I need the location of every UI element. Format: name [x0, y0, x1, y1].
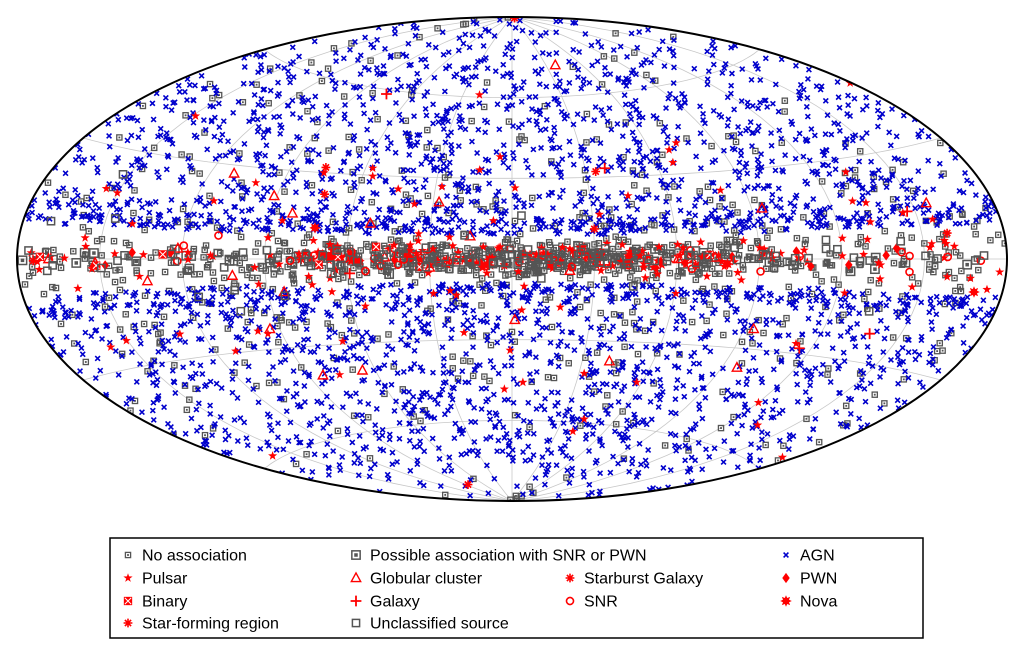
legend-frame [109, 537, 924, 639]
legend-entry: Possible association with SNR or PWN [351, 548, 647, 565]
legend-label: Galaxy [370, 594, 420, 611]
legend-label: Binary [142, 594, 187, 611]
series-agn [24, 17, 999, 499]
legend-marker-icon [124, 551, 132, 559]
legend-label: Possible association with SNR or PWN [370, 548, 647, 565]
legend-marker-icon [565, 596, 575, 606]
series-unclassified-source [24, 170, 989, 316]
legend-entry: Globular cluster [350, 571, 483, 588]
legend-label: Nova [800, 594, 837, 611]
coordinate-grid [17, 17, 1007, 501]
legend-marker-icon [350, 571, 362, 583]
parallel-line [83, 137, 941, 179]
legend-entry: Unclassified source [351, 616, 509, 633]
legend-marker-icon [780, 595, 792, 607]
legend-label: Pulsar [142, 571, 188, 588]
legend-label: Star-forming region [142, 616, 279, 633]
legend-label: Globular cluster [370, 571, 483, 588]
source-points [17, 17, 1007, 501]
legend-label: Unclassified source [370, 616, 509, 633]
legend-label: AGN [800, 548, 835, 565]
legend-label: Starburst Galaxy [584, 571, 703, 588]
series-galaxy [344, 88, 913, 354]
parallel-line [264, 49, 760, 99]
sky-map [16, 16, 1008, 502]
legend-marker-icon [123, 596, 133, 606]
legend-label: PWN [800, 571, 837, 588]
legend-entry: AGN [783, 548, 835, 565]
map-boundary [16, 16, 1008, 502]
legend-marker-icon [565, 573, 575, 583]
legend-marker-icon [123, 573, 133, 582]
series-starburst-galaxy [320, 17, 952, 489]
legend-marker-icon [783, 552, 789, 558]
legend-entry: Star-forming region [123, 616, 279, 633]
parallel-line [264, 419, 760, 469]
legend-label: No association [142, 548, 247, 565]
legend-entry: SNR [565, 594, 618, 611]
legend-entry: PWN [782, 571, 837, 588]
legend-label: SNR [584, 594, 618, 611]
legend-entry: Galaxy [350, 594, 420, 611]
legend-marker-icon [350, 595, 362, 607]
legend-entry: Starburst Galaxy [565, 571, 703, 588]
legend-marker-icon [351, 618, 361, 628]
legend-marker-icon [351, 550, 361, 560]
legend-entry: No association [124, 548, 247, 565]
legend-entry: Nova [780, 594, 837, 611]
legend-marker-icon [123, 618, 133, 628]
legend-entry: Binary [123, 594, 187, 611]
legend-marker-icon [782, 572, 790, 584]
legend-entry: Pulsar [123, 571, 188, 588]
